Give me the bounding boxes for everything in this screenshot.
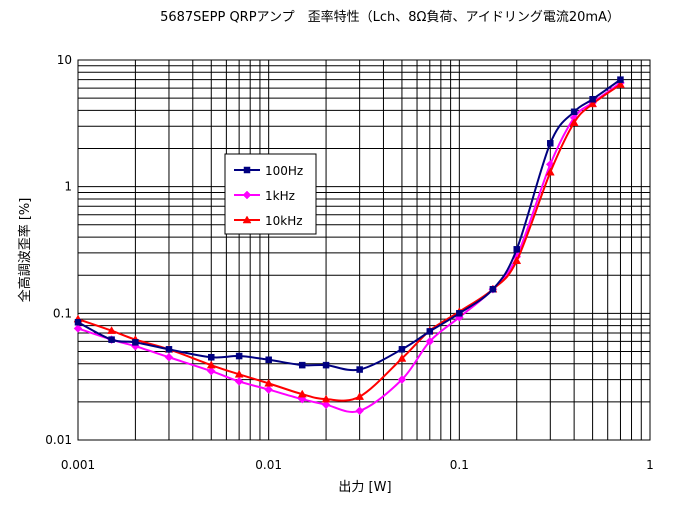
data-point-marker — [545, 167, 555, 176]
data-point-marker — [397, 375, 407, 384]
grid-lines — [78, 60, 650, 440]
series-line — [77, 82, 622, 413]
legend-entry: 10kHz — [234, 214, 303, 228]
x-tick-label: 0.01 — [255, 458, 282, 472]
plot-area-frame — [77, 59, 651, 441]
data-point-marker — [569, 118, 579, 126]
data-point-marker — [298, 361, 306, 369]
series-100Hz — [74, 76, 624, 373]
data-point-marker — [297, 389, 307, 398]
data-point-marker — [132, 339, 139, 346]
y-axis-label: 全高調波歪率 [%] — [17, 198, 33, 303]
data-point-marker — [426, 328, 434, 335]
data-point-marker — [235, 352, 243, 360]
data-point-marker — [107, 326, 117, 334]
data-point-marker — [264, 378, 274, 387]
series-layer — [73, 76, 625, 416]
data-point-marker — [321, 400, 331, 410]
data-point-marker — [322, 361, 330, 369]
data-point-marker — [425, 337, 435, 346]
y-tick-label: 10 — [57, 53, 72, 67]
data-point-marker — [264, 385, 274, 394]
x-axis-label: 出力 [W] — [338, 480, 391, 495]
x-tick-label: 0.1 — [450, 458, 469, 472]
data-point-marker — [234, 377, 244, 386]
data-point-marker — [108, 336, 115, 343]
data-point-marker — [242, 215, 252, 224]
data-point-marker — [397, 353, 407, 362]
data-point-marker — [321, 394, 331, 403]
data-point-marker — [234, 369, 244, 378]
legend-label: 10kHz — [265, 214, 303, 228]
legend-label: 100Hz — [265, 164, 303, 178]
data-point-marker — [398, 346, 406, 353]
data-point-marker — [243, 166, 251, 174]
x-tick-label: 1 — [646, 458, 654, 472]
data-point-marker — [513, 246, 520, 253]
legend-label: 1kHz — [265, 189, 295, 203]
legend: 100Hz 1kHz 10kHz — [224, 153, 317, 235]
data-point-marker — [489, 285, 497, 293]
data-point-marker — [74, 319, 82, 326]
data-point-marker — [355, 406, 364, 416]
data-point-marker — [165, 346, 173, 353]
y-tick-label: 0.1 — [53, 306, 72, 320]
data-point-marker — [242, 190, 252, 200]
tick-labels: 0.001 0.01 0.1 1 0.01 0.1 1 10 — [45, 53, 654, 472]
data-point-marker — [456, 310, 463, 317]
data-point-marker — [164, 352, 174, 362]
data-point-marker — [73, 324, 83, 333]
data-point-marker — [512, 256, 522, 265]
data-point-marker — [206, 366, 216, 376]
data-point-marker — [588, 99, 598, 108]
legend-entry: 1kHz — [234, 189, 295, 203]
data-point-marker — [265, 356, 272, 364]
data-point-marker — [208, 354, 215, 361]
data-point-marker — [616, 80, 625, 88]
series-1kHz — [73, 78, 625, 416]
data-point-marker — [356, 366, 363, 373]
data-point-marker — [206, 360, 216, 369]
data-point-marker — [617, 76, 624, 83]
chart-title: 5687SEPP QRPアンプ 歪率特性（Lch、8Ω負荷、アイドリング電流20… — [160, 9, 620, 25]
y-tick-label: 1 — [64, 180, 72, 194]
data-point-marker — [547, 140, 554, 147]
data-point-marker — [570, 108, 578, 116]
legend-entry: 100Hz — [234, 164, 303, 178]
y-tick-label: 0.01 — [45, 433, 72, 447]
x-tick-label: 0.001 — [61, 458, 95, 472]
data-point-marker — [355, 392, 365, 400]
data-point-marker — [589, 95, 596, 103]
